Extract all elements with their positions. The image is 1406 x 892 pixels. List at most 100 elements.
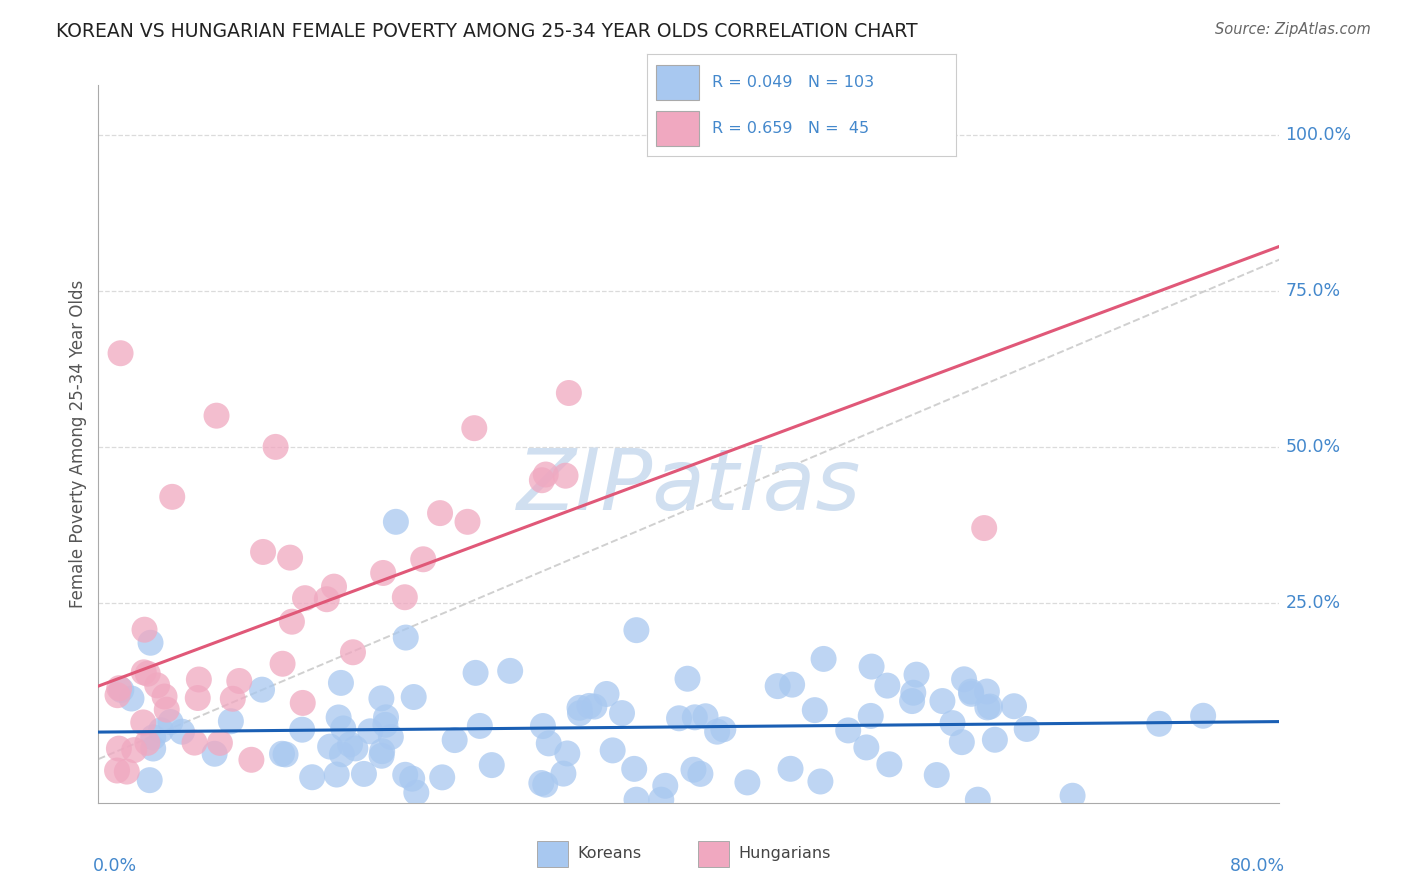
Point — [960, 687, 983, 701]
Point — [1062, 789, 1084, 803]
Point — [142, 731, 165, 745]
Point — [107, 688, 129, 702]
Point — [530, 473, 553, 487]
Point — [804, 703, 827, 717]
Text: Source: ZipAtlas.com: Source: ZipAtlas.com — [1215, 22, 1371, 37]
Point — [534, 467, 557, 482]
Point — [252, 545, 274, 559]
Point — [595, 687, 617, 701]
Point — [115, 764, 138, 779]
Point — [187, 673, 209, 687]
Point — [274, 747, 297, 762]
Point — [668, 711, 690, 725]
Point — [1015, 722, 1038, 736]
Point — [553, 766, 575, 780]
Point — [931, 694, 953, 708]
Point — [121, 691, 143, 706]
Point — [105, 764, 128, 778]
Point — [1147, 716, 1170, 731]
Point — [136, 736, 159, 750]
Point — [146, 678, 169, 692]
Point — [159, 714, 181, 729]
Point — [132, 715, 155, 730]
Point — [979, 699, 1001, 714]
FancyBboxPatch shape — [699, 840, 730, 867]
Point — [134, 623, 156, 637]
Point — [374, 718, 396, 732]
Point — [530, 776, 553, 790]
Point — [429, 506, 451, 520]
Point — [291, 723, 314, 737]
Point — [375, 710, 398, 724]
Point — [138, 773, 160, 788]
Point — [385, 515, 408, 529]
Point — [859, 709, 882, 723]
Point — [879, 757, 901, 772]
Point — [222, 691, 245, 706]
Point — [394, 591, 416, 605]
FancyBboxPatch shape — [657, 65, 699, 100]
Point — [650, 793, 672, 807]
Point — [555, 747, 578, 761]
Point — [860, 659, 883, 673]
Text: 50.0%: 50.0% — [1285, 438, 1340, 456]
Point — [558, 386, 581, 401]
Point — [323, 580, 346, 594]
Point — [901, 694, 924, 708]
Point — [537, 736, 560, 750]
Point — [139, 636, 162, 650]
Point — [905, 667, 928, 681]
Point — [676, 672, 699, 686]
Point — [432, 770, 454, 784]
Point — [695, 709, 717, 723]
Point — [443, 733, 465, 747]
Point — [464, 665, 486, 680]
Point — [250, 682, 273, 697]
Point — [973, 521, 995, 535]
Point — [395, 631, 418, 645]
Point — [463, 421, 485, 435]
Point — [623, 762, 645, 776]
Point — [240, 753, 263, 767]
Point — [108, 681, 131, 696]
Point — [205, 409, 228, 423]
Point — [110, 683, 132, 698]
Point — [976, 684, 998, 698]
Text: 75.0%: 75.0% — [1285, 282, 1340, 300]
Point — [394, 768, 416, 782]
Point — [371, 744, 394, 758]
Point — [554, 468, 576, 483]
Point — [332, 722, 354, 736]
Point — [711, 723, 734, 737]
Point — [976, 700, 998, 714]
Text: Hungarians: Hungarians — [738, 847, 831, 861]
FancyBboxPatch shape — [657, 111, 699, 145]
Point — [353, 767, 375, 781]
Point — [156, 703, 179, 717]
Point — [683, 710, 706, 724]
Point — [402, 690, 425, 704]
Point — [271, 657, 294, 671]
Point — [626, 623, 648, 637]
Text: KOREAN VS HUNGARIAN FEMALE POVERTY AMONG 25-34 YEAR OLDS CORRELATION CHART: KOREAN VS HUNGARIAN FEMALE POVERTY AMONG… — [56, 22, 918, 41]
Point — [689, 767, 711, 781]
Point — [412, 552, 434, 566]
Text: R = 0.659   N =  45: R = 0.659 N = 45 — [711, 121, 869, 136]
Text: R = 0.049   N = 103: R = 0.049 N = 103 — [711, 75, 875, 90]
Point — [534, 778, 557, 792]
Point — [569, 706, 592, 720]
Point — [925, 768, 948, 782]
Point — [281, 615, 304, 629]
Point — [481, 758, 503, 772]
Text: Koreans: Koreans — [578, 847, 641, 861]
Point — [583, 699, 606, 714]
Point — [110, 346, 132, 360]
Point — [401, 772, 423, 786]
Point — [329, 676, 352, 690]
Text: 80.0%: 80.0% — [1230, 856, 1285, 875]
Point — [204, 747, 226, 761]
Point — [568, 700, 591, 714]
Point — [682, 763, 704, 777]
Point — [136, 666, 159, 681]
Point — [380, 730, 402, 744]
